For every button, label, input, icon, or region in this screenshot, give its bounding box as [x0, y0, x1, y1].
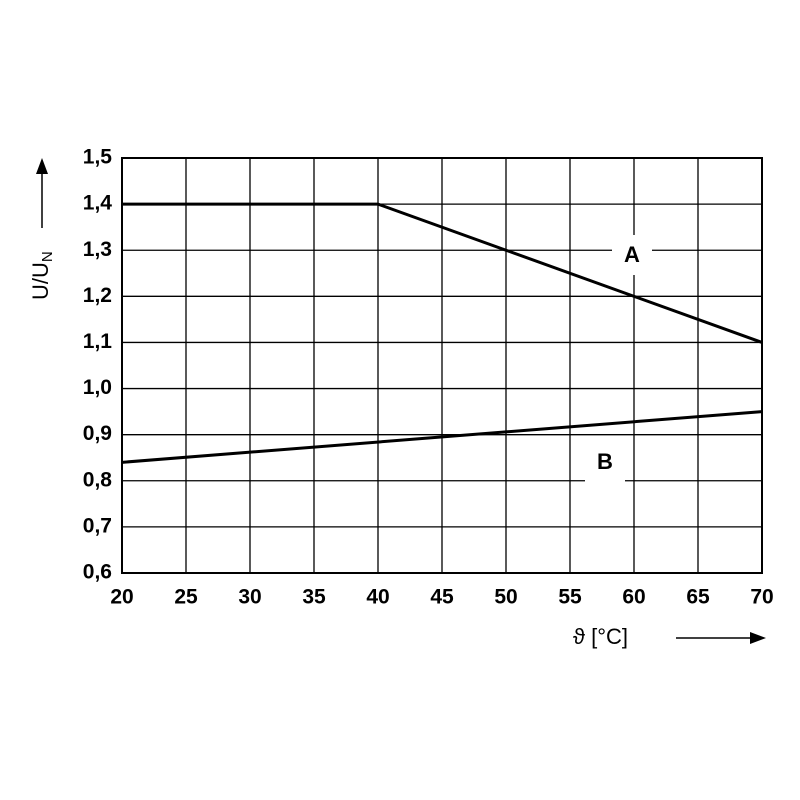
x-tick-label: 55 — [558, 586, 582, 609]
y-axis-label: U/UN — [28, 251, 56, 300]
series-line — [122, 202, 763, 344]
y-arrow-head — [36, 158, 48, 174]
series-label-bg — [612, 235, 652, 275]
x-tick-label: 30 — [238, 586, 261, 609]
y-tick-label: 1,2 — [83, 284, 112, 307]
series-label: A — [624, 242, 640, 267]
x-axis-label: ϑ [°C] — [573, 624, 628, 649]
y-tick-label: 1,4 — [83, 192, 113, 215]
plot-frame — [121, 157, 763, 574]
series-label: B — [597, 449, 613, 474]
x-tick-label: 25 — [174, 586, 198, 609]
x-tick-label: 45 — [430, 586, 454, 609]
x-tick-label: 50 — [494, 586, 517, 609]
y-tick-label: 0,6 — [83, 561, 112, 584]
x-tick-label: 70 — [750, 586, 773, 609]
x-tick-label: 65 — [686, 586, 710, 609]
y-label-main: U/U — [28, 262, 53, 300]
series-line — [121, 410, 763, 464]
x-arrow-head — [750, 632, 766, 644]
y-tick-label: 0,9 — [83, 422, 112, 445]
x-tick-label: 20 — [110, 586, 133, 609]
y-tick-label: 1,5 — [83, 146, 113, 169]
y-tick-label: 0,8 — [83, 468, 113, 491]
y-tick-label: 0,7 — [83, 514, 112, 537]
y-tick-label: 1,3 — [83, 238, 112, 261]
x-tick-label: 40 — [366, 586, 389, 609]
series-label-bg — [585, 442, 625, 482]
y-tick-label: 1,0 — [83, 376, 112, 399]
y-tick-label: 1,1 — [83, 330, 113, 353]
x-tick-label: 35 — [302, 586, 326, 609]
x-tick-label: 60 — [622, 586, 645, 609]
y-label-subscript: N — [39, 251, 56, 262]
